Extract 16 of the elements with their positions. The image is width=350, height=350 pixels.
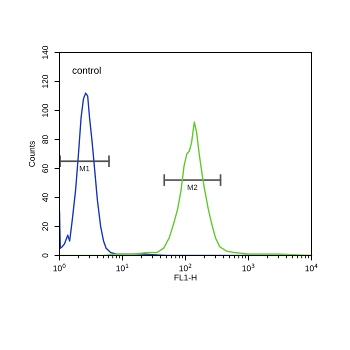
x-tick-label: 10$^{4}$ [305, 264, 318, 272]
x-tick-label: 10$^{0}$ [53, 264, 66, 272]
x-tick-label: 10$^{3}$ [242, 264, 254, 272]
y-axis-title: Counts [28, 141, 35, 167]
y-tick-label: 20 [42, 222, 48, 231]
x-tick-label: 10$^{2}$ [179, 264, 192, 272]
y-tick-label: 40 [42, 193, 48, 202]
y-tick-label: 60 [42, 164, 48, 173]
y-tick-label: 0 [42, 254, 48, 258]
y-tick-label: 120 [42, 74, 48, 88]
annotation: control [72, 66, 101, 74]
y-tick-label: 140 [42, 46, 48, 59]
y-tick-label: 100 [42, 104, 48, 117]
y-tick-label: 80 [42, 135, 48, 144]
x-tick-label: 10$^{1}$ [116, 264, 128, 272]
x-axis-title: FL1-H [174, 274, 196, 280]
